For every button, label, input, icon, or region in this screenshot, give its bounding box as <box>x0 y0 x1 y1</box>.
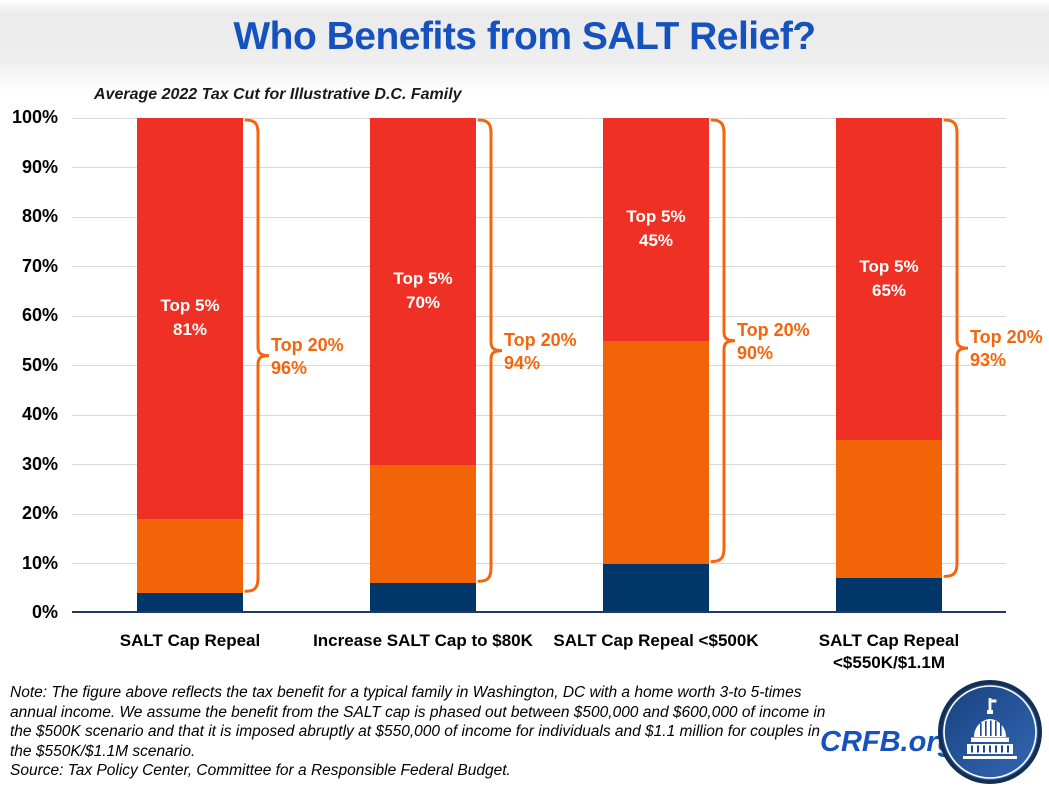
y-axis-label: 20% <box>21 503 58 523</box>
bar-value-label-line1: Top 5% <box>859 256 919 276</box>
y-axis-label: 50% <box>21 354 58 375</box>
top20-bracket-label-line1: Top 20% <box>737 319 810 340</box>
x-axis-category-label: Increase SALT Cap to $80K <box>313 631 533 650</box>
gridline <box>72 414 1006 416</box>
top20-bracket-label-line2: 94% <box>504 352 541 373</box>
bar-segment-orange-middle-segment <box>836 439 942 579</box>
bar-value-label: Top 5% 45% <box>603 205 709 253</box>
bar-segment-red-top-segment <box>137 118 243 519</box>
capitol-logo-icon <box>938 680 1042 784</box>
bar-value-label-line2: 45% <box>638 231 674 251</box>
gridline <box>72 216 1006 218</box>
bar-segment-navy-bottom-segment <box>137 593 243 613</box>
note-text: Note: The figure above reflects the tax … <box>10 684 826 760</box>
top20-bracket-brace <box>477 118 503 583</box>
x-axis-category-label: SALT Cap Repeal <$500K <box>553 631 759 650</box>
y-axis-label: 40% <box>21 404 58 424</box>
y-axis-label: 80% <box>21 206 58 226</box>
bar-segment-navy-bottom-segment <box>836 578 942 613</box>
gridline <box>72 563 1006 564</box>
gridline <box>72 315 1006 317</box>
bar-segment-orange-middle-segment <box>603 340 709 564</box>
x-axis-category-label: SALT Cap Repeal <box>119 631 261 650</box>
y-axis-label: 90% <box>21 156 58 177</box>
bar-value-label-line1: Top 5% <box>626 207 686 227</box>
y-axis-label: 30% <box>21 453 58 474</box>
bar-segment-orange-middle-segment <box>370 464 476 584</box>
bar-segment-orange-middle-segment <box>137 518 243 594</box>
top20-bracket-label: Top 20% 90% <box>737 319 810 365</box>
y-axis-label: 10% <box>21 552 58 573</box>
y-axis-label: 70% <box>21 255 58 276</box>
top20-bracket-label-line1: Top 20% <box>271 334 344 355</box>
bar-value-label-line1: Top 5% <box>160 296 220 316</box>
top20-bracket-brace <box>943 118 969 578</box>
header-gradient-band <box>0 0 1049 92</box>
top20-bracket-label-line2: 90% <box>737 342 774 363</box>
bar-value-label: Top 5% 65% <box>836 255 942 303</box>
x-axis-line <box>72 611 1006 613</box>
top20-bracket-label-line1: Top 20% <box>970 327 1043 348</box>
x-axis-category-label: SALT Cap Repeal <$550K/$1.1M <box>818 631 960 673</box>
bar-value-label: Top 5% 81% <box>137 294 243 342</box>
bar-value-label-line2: 70% <box>405 293 441 313</box>
gridline <box>72 513 1006 515</box>
top20-bracket-brace <box>244 118 270 593</box>
gridline <box>72 266 1006 267</box>
bar-value-label-line2: 65% <box>871 280 907 300</box>
top20-bracket-label-line2: 93% <box>970 350 1007 371</box>
plot-area: Top 5% 81% Top 20% 96% Top 5% 70% Top 20% 94% To… <box>72 117 1043 613</box>
footnote-block: Note: The figure above reflects the tax … <box>10 683 842 781</box>
y-axis-label: 100% <box>11 107 58 127</box>
top20-bracket-brace <box>710 118 736 563</box>
bar-segment-red-top-segment <box>836 118 942 440</box>
chart-title: Who Benefits from SALT Relief? <box>233 15 816 58</box>
gridline <box>72 464 1006 465</box>
chart-subtitle: Average 2022 Tax Cut for Illustrative D.… <box>94 86 462 103</box>
y-axis-label: 0% <box>31 602 58 622</box>
bar-value-label: Top 5% 70% <box>370 267 476 315</box>
bar-segment-red-top-segment <box>370 118 476 465</box>
gridline <box>72 117 1006 119</box>
bar-value-label-line1: Top 5% <box>393 269 453 289</box>
crfb-brand-text: CRFB.org <box>820 726 956 758</box>
bar-segment-navy-bottom-segment <box>370 583 476 613</box>
bar-segment-red-top-segment <box>603 118 709 341</box>
gridline <box>72 365 1006 366</box>
bar-segment-navy-bottom-segment <box>603 563 709 613</box>
gridline <box>72 167 1006 168</box>
top20-bracket-label: Top 20% 94% <box>504 329 577 375</box>
top20-bracket-label-line2: 96% <box>271 357 308 378</box>
y-axis-label: 60% <box>21 305 58 325</box>
bar-value-label-line2: 81% <box>172 320 208 340</box>
top20-bracket-label-line1: Top 20% <box>504 329 577 350</box>
top20-bracket-label: Top 20% 93% <box>970 326 1043 372</box>
source-text: Source: Tax Policy Center, Committee for… <box>10 762 511 779</box>
top20-bracket-label: Top 20% 96% <box>271 334 344 380</box>
